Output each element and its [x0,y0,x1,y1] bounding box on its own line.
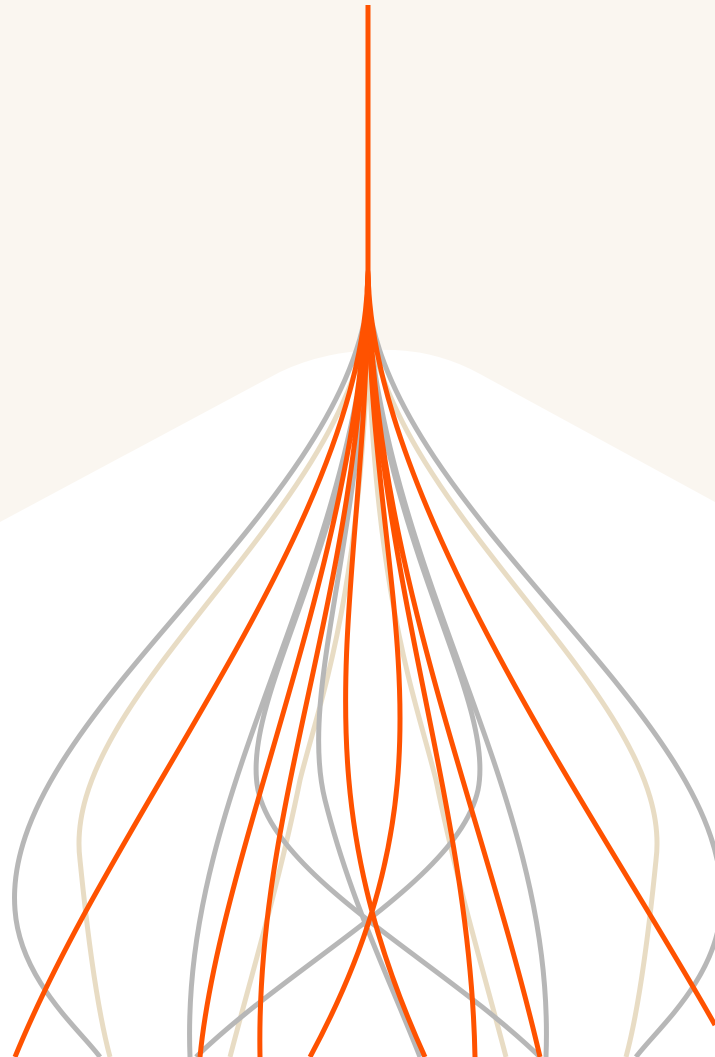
page-body: (() => { const data = JSON.parse(documen… [0,0,715,1057]
page: Screenshot {} html, body { margin: 0; pa… [0,0,715,1057]
illustration [0,0,715,1057]
